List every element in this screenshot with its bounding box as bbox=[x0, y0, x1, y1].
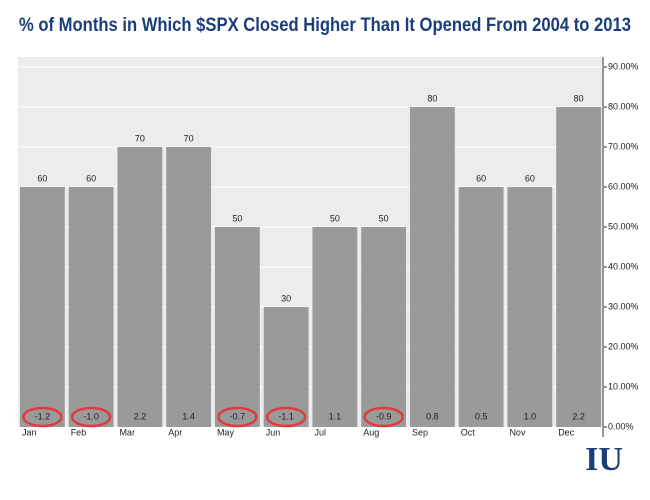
data-label: 60 bbox=[37, 173, 47, 183]
x-tick-label: Jul bbox=[314, 427, 326, 437]
x-tick-label: Sep bbox=[412, 427, 428, 437]
y-tick-label: 90.00% bbox=[608, 61, 639, 71]
highlight-circle bbox=[70, 406, 112, 428]
data-label: 80 bbox=[574, 93, 584, 103]
x-tick-label: Dec bbox=[558, 427, 575, 437]
bar-annotation: -1.0 bbox=[83, 411, 99, 421]
data-label: 80 bbox=[427, 93, 437, 103]
y-tick-label: 0.00% bbox=[608, 421, 634, 431]
y-tick-label: 40.00% bbox=[608, 261, 639, 271]
bar-annotation: -1.1 bbox=[278, 411, 294, 421]
bar bbox=[214, 227, 260, 427]
chart-title: % of Months in Which $SPX Closed Higher … bbox=[19, 15, 631, 36]
highlight-circle bbox=[363, 406, 404, 428]
bar-annotation: 0.8 bbox=[426, 411, 439, 421]
x-tick-label: May bbox=[217, 427, 235, 437]
x-tick-label: Mar bbox=[119, 427, 135, 437]
bar bbox=[556, 107, 602, 427]
data-label: 70 bbox=[184, 133, 194, 143]
bar bbox=[68, 187, 114, 427]
x-tick-label: Aug bbox=[363, 427, 379, 437]
data-label: 60 bbox=[86, 173, 96, 183]
bar-annotation: 2.2 bbox=[134, 411, 147, 421]
x-tick-label: Apr bbox=[168, 427, 182, 437]
bar bbox=[361, 227, 407, 427]
plot-area bbox=[18, 57, 603, 427]
bar-annotation: -0.7 bbox=[230, 411, 246, 421]
bar bbox=[166, 147, 212, 427]
data-label: 60 bbox=[525, 173, 535, 183]
data-label: 50 bbox=[232, 213, 242, 223]
bar-annotation: -0.9 bbox=[376, 411, 392, 421]
y-tick-label: 20.00% bbox=[608, 341, 639, 351]
y-tick-label: 70.00% bbox=[608, 141, 639, 151]
y-tick-label: 30.00% bbox=[608, 301, 639, 311]
x-tick-label: Jun bbox=[266, 427, 281, 437]
highlight-circle bbox=[265, 406, 307, 428]
highlight-circle bbox=[22, 406, 63, 428]
data-label: 60 bbox=[476, 173, 486, 183]
data-label: 70 bbox=[135, 133, 145, 143]
bar bbox=[458, 187, 504, 427]
bar-annotation: 2.2 bbox=[572, 411, 585, 421]
bar bbox=[117, 147, 163, 427]
bar bbox=[507, 187, 553, 427]
y-tick-label: 10.00% bbox=[608, 381, 639, 391]
data-label: 50 bbox=[330, 213, 340, 223]
x-tick-label: Jan bbox=[22, 427, 37, 437]
x-tick-label: Nov bbox=[509, 427, 526, 437]
logo: IU bbox=[585, 441, 623, 478]
bar bbox=[409, 107, 455, 427]
data-label: 50 bbox=[379, 213, 389, 223]
bar-annotation: -1.2 bbox=[35, 411, 51, 421]
bar-annotation: 1.0 bbox=[524, 411, 537, 421]
y-tick-label: 80.00% bbox=[608, 101, 639, 111]
y-tick-label: 50.00% bbox=[608, 221, 639, 231]
bar bbox=[312, 227, 358, 427]
data-label: 30 bbox=[281, 293, 291, 303]
highlight-circle bbox=[217, 406, 258, 428]
bar-annotation: 0.5 bbox=[475, 411, 488, 421]
bar-annotation: 1.1 bbox=[329, 411, 342, 421]
bar-annotation: 1.4 bbox=[182, 411, 195, 421]
x-tick-label: Feb bbox=[71, 427, 87, 437]
x-tick-label: Oct bbox=[461, 427, 476, 437]
y-tick-label: 60.00% bbox=[608, 181, 639, 191]
bar bbox=[19, 187, 65, 427]
